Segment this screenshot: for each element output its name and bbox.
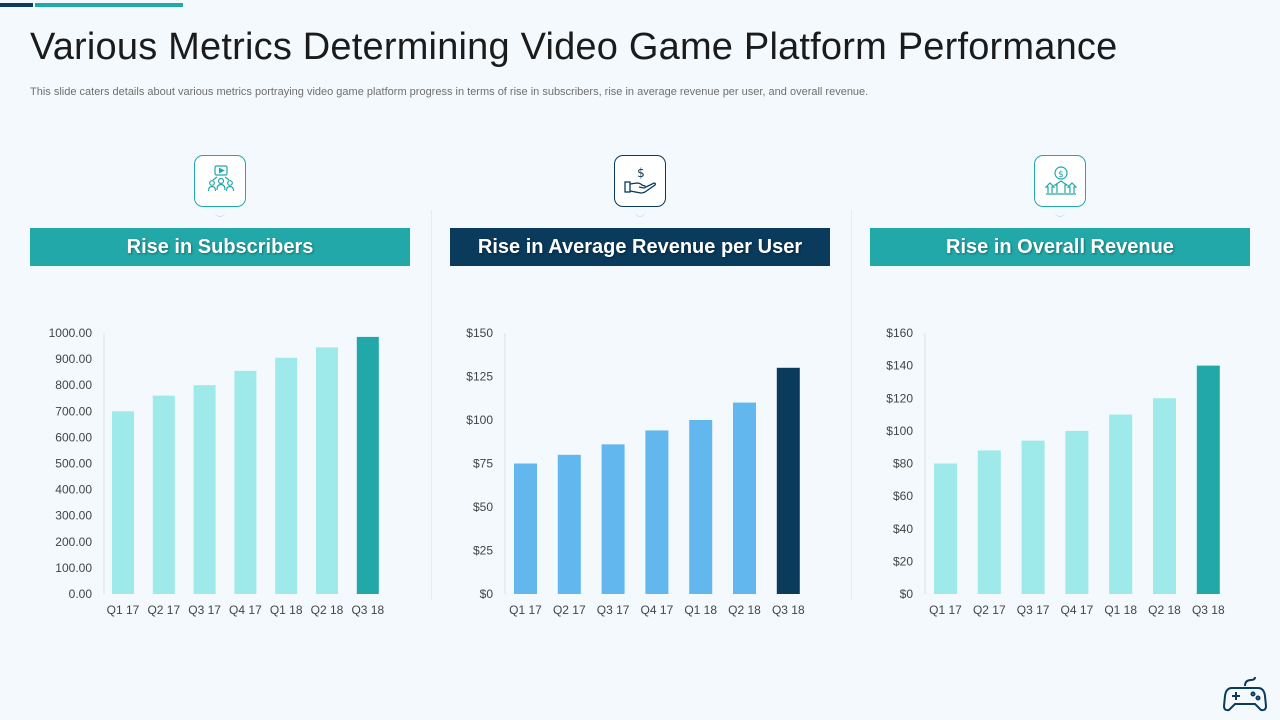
x-tick-label: Q4 17 [641,603,674,617]
x-tick-label: Q2 17 [973,603,1006,617]
x-tick-label: Q3 18 [772,603,805,617]
y-tick-label: $0 [480,587,494,601]
subscribers-icon-box [194,155,246,207]
revenue-hand-icon: $ [624,166,656,194]
subscribers-header: Rise in Subscribers [30,228,410,266]
subscribers-chart: 0.00 100.00 200.00 300.00 400.00 500.00 600.00… [49,326,385,617]
column-divider [851,210,852,600]
x-tick-label: Q2 17 [147,603,180,617]
y-tick-label: 1000.00 [49,326,93,340]
bar-q2-17 [152,395,175,594]
y-tick-label: 700.00 [55,404,92,418]
x-tick-label: Q2 18 [1148,603,1181,617]
x-tick-label: Q3 17 [188,603,221,617]
svg-text:$: $ [1058,170,1064,180]
y-tick-label: $150 [466,326,493,340]
page-subtitle: This slide caters details about various … [30,86,869,98]
subscribers-icon [207,165,235,192]
x-tick-label: Q1 17 [929,603,962,617]
x-tick-label: Q1 18 [684,603,717,617]
bar-q2-18 [733,402,756,594]
bar-q3-17 [193,385,216,594]
bar-q2-17 [557,454,581,594]
page-title: Various Metrics Determining Video Game P… [30,26,1118,68]
revenue-icon-box: $ [614,155,666,207]
x-tick-label: Q1 18 [1104,603,1137,617]
gamepad-icon [1222,676,1268,712]
y-tick-label: $50 [473,500,493,514]
x-tick-label: Q4 17 [1061,603,1094,617]
bar-q3-17 [601,444,625,594]
bar-q4-17 [234,370,257,594]
x-tick-label: Q4 17 [229,603,262,617]
overall-revenue-header: Rise in Overall Revenue [870,228,1250,266]
y-tick-label: 0.00 [69,587,93,601]
top-accent-bar-teal [35,3,183,7]
y-tick-label: $60 [893,489,913,503]
bar-q1-17 [112,411,134,594]
bar-q1-17 [934,463,957,594]
y-tick-label: $25 [473,544,493,558]
y-tick-label: $80 [893,457,913,471]
icon-tail [1055,211,1065,217]
arpu-header: Rise in Average Revenue per User [450,228,830,266]
y-tick-label: 100.00 [55,561,92,575]
arpu-chart: $0 $25 $50 $75 $100 $125 $150 Q1 17 Q2 17 Q3 17 Q4… [466,326,805,617]
y-tick-label: 300.00 [55,509,92,523]
y-tick-label: $100 [886,424,913,438]
y-tick-label: 500.00 [55,457,92,471]
svg-text:$: $ [637,166,645,180]
y-tick-label: $120 [886,391,913,405]
x-tick-label: Q3 18 [351,603,384,617]
overall-revenue-icon: $ [1044,166,1078,195]
y-tick-label: $140 [886,359,913,373]
y-tick-label: $100 [466,413,493,427]
bar-q2-17 [977,450,1001,594]
bar-q1-17 [514,463,537,594]
y-tick-label: 400.00 [55,483,92,497]
bar-q2-18 [316,347,338,594]
y-tick-label: $20 [893,554,913,568]
y-tick-label: $40 [893,522,913,536]
overall-revenue-chart: $0 $20 $40 $60 $80 $100 $120 $140 $160 Q1 17 Q2 17… [886,326,1225,617]
bar-q2-18 [1153,398,1176,594]
icon-tail [635,211,645,217]
y-tick-label: 600.00 [55,430,92,444]
x-tick-label: Q2 18 [728,603,761,617]
x-tick-label: Q3 18 [1192,603,1225,617]
x-tick-label: Q3 17 [597,603,630,617]
top-accent-bar-dark [0,3,33,7]
x-tick-label: Q1 17 [107,603,140,617]
column-divider [431,210,432,600]
overall-revenue-icon-box: $ [1034,155,1086,207]
x-tick-label: Q1 17 [509,603,542,617]
bar-q1-18 [275,357,298,594]
x-tick-label: Q2 17 [553,603,586,617]
bar-q3-18 [1196,365,1220,594]
bar-q3-17 [1021,440,1045,594]
x-tick-label: Q3 17 [1017,603,1050,617]
y-tick-label: 200.00 [55,535,92,549]
y-tick-label: $75 [473,457,493,471]
y-tick-label: 900.00 [55,352,92,366]
y-tick-label: $0 [900,587,914,601]
x-tick-label: Q2 18 [311,603,344,617]
bar-q4-17 [645,430,669,594]
y-tick-label: $125 [466,370,493,384]
bar-q4-17 [1065,430,1089,594]
icon-tail [215,211,225,217]
bar-q1-18 [1109,414,1133,594]
y-tick-label: 800.00 [55,378,92,392]
y-tick-label: $160 [886,326,913,340]
bar-q3-18 [776,367,800,594]
bar-q3-18 [356,336,379,594]
bar-q1-18 [689,420,713,594]
x-tick-label: Q1 18 [270,603,303,617]
